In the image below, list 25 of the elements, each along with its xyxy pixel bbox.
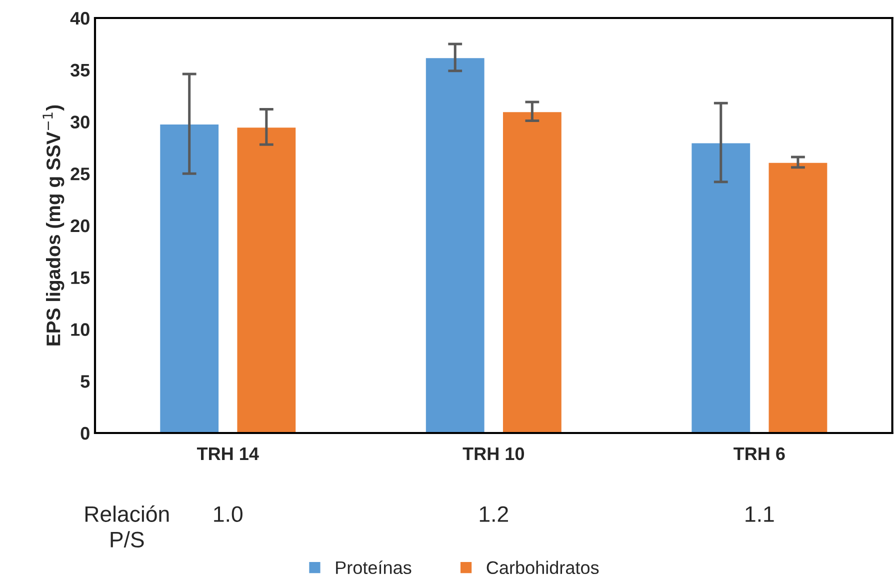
y-tick-label: 30 (70, 116, 90, 128)
bar (424, 56, 486, 433)
y-tick-label: 5 (80, 375, 90, 388)
y-tick-label: 10 (71, 323, 90, 336)
y-tick-label: 25 (70, 168, 90, 180)
y-tick-label: 40 (70, 12, 90, 25)
bar (690, 142, 752, 433)
text: 1.0 (214, 506, 242, 522)
legend-label: Carbohidratos (486, 560, 599, 574)
y-tick-label: 20 (70, 219, 90, 232)
y-tick-label: 15 (71, 271, 90, 284)
legend-label: Proteínas (336, 560, 412, 574)
x-tick-label: TRH 6 (734, 447, 785, 460)
y-tick-label: 0 (80, 426, 90, 440)
text: 1.2 (480, 506, 508, 522)
text: Relación P/S (85, 505, 169, 548)
x-tick-label: TRH 14 (196, 448, 259, 460)
y-tick-label: 35 (70, 64, 90, 77)
y-axis-title: EPS ligados (mg g SSV$^{−1}$) (42, 105, 64, 346)
text: 1.1 (746, 506, 774, 522)
bar (158, 123, 220, 433)
bar (502, 110, 563, 433)
bar (767, 162, 829, 433)
bar (236, 126, 298, 433)
x-tick-label: TRH 10 (462, 447, 524, 460)
